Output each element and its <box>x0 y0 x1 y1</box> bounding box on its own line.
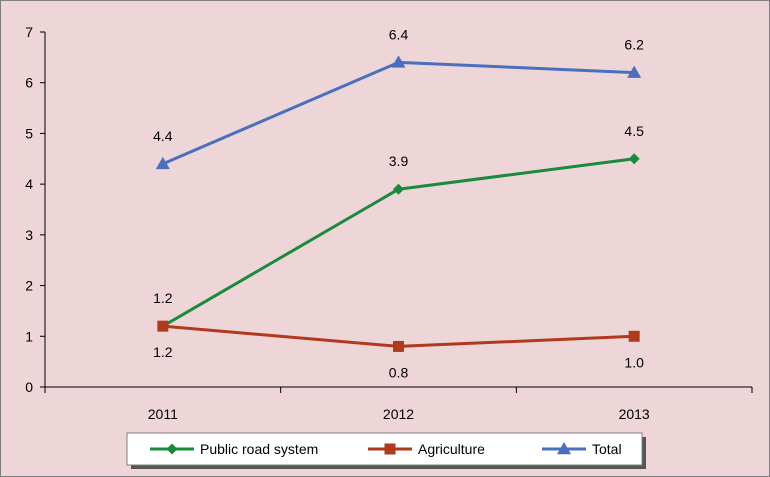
legend-marker <box>166 443 178 455</box>
data-labels: 1.2 3.9 4.5 1.2 0.8 1.0 4.4 6.4 6.2 <box>153 26 644 380</box>
legend-item: Public road system <box>150 441 318 457</box>
data-label: 6.4 <box>389 26 409 42</box>
data-point <box>155 156 170 170</box>
series-agriculture <box>157 320 640 352</box>
x-tick-label: 2012 <box>383 406 414 422</box>
data-label: 1.0 <box>624 354 644 370</box>
legend-item: Agriculture <box>368 441 485 457</box>
data-label: 1.2 <box>153 344 173 360</box>
data-point <box>627 65 642 78</box>
y-tick-label: 5 <box>25 125 33 141</box>
legend: Public road system Agriculture Total <box>126 432 646 469</box>
data-label: 6.2 <box>624 37 644 53</box>
legend-item: Total <box>542 441 622 457</box>
y-tick-label: 2 <box>25 278 33 294</box>
x-tick-label: 2013 <box>619 406 650 422</box>
x-tick-label: 2011 <box>148 406 178 422</box>
axes: 0 1 2 3 4 5 6 7 2011 2012 2013 <box>25 24 753 422</box>
y-tick-label: 7 <box>25 24 33 40</box>
y-tick-label: 1 <box>25 328 33 344</box>
data-point <box>157 320 169 332</box>
legend-label: Total <box>592 441 622 457</box>
data-label: 4.4 <box>153 128 173 144</box>
data-point <box>393 183 404 195</box>
series-layer <box>155 55 642 352</box>
data-point <box>628 153 640 165</box>
data-label: 0.8 <box>389 364 409 380</box>
series-total <box>155 55 642 170</box>
data-label: 3.9 <box>389 153 409 169</box>
data-point <box>628 330 640 342</box>
y-tick-label: 0 <box>25 379 33 395</box>
data-point <box>391 55 406 68</box>
y-tick-label: 3 <box>25 227 33 243</box>
legend-marker <box>384 443 396 455</box>
y-tick-label: 4 <box>25 176 33 192</box>
legend-label: Agriculture <box>418 441 485 457</box>
legend-marker <box>557 442 571 455</box>
legend-label: Public road system <box>200 441 318 457</box>
y-tick-label: 6 <box>25 75 33 91</box>
data-point <box>393 340 404 352</box>
data-label: 1.2 <box>153 290 173 306</box>
data-label: 4.5 <box>624 123 644 139</box>
